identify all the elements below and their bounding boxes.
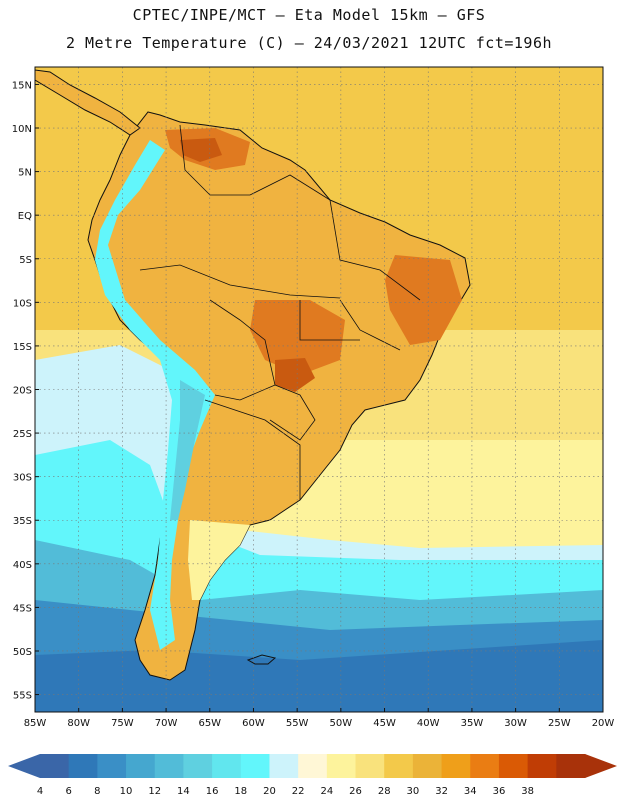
legend-value-label: 26 [349, 786, 362, 797]
legend-color-box [355, 754, 385, 778]
legend-value-label: 34 [464, 786, 477, 797]
legend-value-label: 12 [148, 786, 161, 797]
lat-label: 55S [13, 691, 32, 702]
lon-label: 25W [548, 718, 571, 729]
lat-label: 10N [12, 124, 32, 135]
lat-label: 40S [13, 560, 32, 571]
legend-value-label: 36 [493, 786, 506, 797]
legend-value-label: 10 [120, 786, 133, 797]
legend-color-box [183, 754, 213, 778]
lat-label: 30S [13, 473, 32, 484]
border-lines-bolivia [209, 299, 276, 401]
legend-color-box [498, 754, 529, 778]
legend-value-label: 4 [37, 786, 43, 797]
legend-value-label: 30 [407, 786, 420, 797]
very-hot-core [275, 358, 315, 392]
legend-value-label: 14 [177, 786, 190, 797]
andes-high-band [170, 380, 205, 520]
map-field [35, 67, 603, 712]
lat-label: 15S [13, 342, 32, 353]
lon-label: 45W [373, 718, 396, 729]
legend-value-label: 16 [206, 786, 219, 797]
lon-label: 50W [330, 718, 353, 729]
lat-label: EQ [18, 211, 32, 222]
falkland-islands [246, 654, 277, 665]
legend-color-box [97, 754, 127, 778]
legend-color-box [212, 754, 242, 778]
legend-value-label: 6 [65, 786, 71, 797]
legend-color-box [412, 754, 443, 778]
border-lines-argentina [204, 399, 301, 500]
border-lines-brazil-states [299, 199, 421, 351]
lon-label: 85W [24, 718, 47, 729]
legend-color-box [154, 754, 184, 778]
lat-label: 25S [13, 429, 32, 440]
legend-value-label: 32 [435, 786, 448, 797]
lat-label: 35S [13, 516, 32, 527]
lat-label: 45S [13, 603, 32, 614]
legend-color-box [269, 754, 299, 778]
legend-value-label: 18 [234, 786, 247, 797]
legend-color-box [240, 754, 270, 778]
lon-label: 70W [155, 718, 178, 729]
legend-value-label: 38 [521, 786, 534, 797]
lat-label: 50S [13, 647, 32, 658]
border-lines-north [179, 124, 331, 201]
very-hot-venezuela [180, 138, 222, 162]
color-legend: 4 6 8 10 12 14 16 18 20 22 24 26 28 30 32 34 36 38 [8, 754, 617, 797]
hot-region-central [250, 300, 345, 375]
legend-color-box [126, 754, 156, 778]
legend-value-label: 20 [263, 786, 276, 797]
legend-color-box [556, 754, 586, 778]
lon-label: 35W [461, 718, 484, 729]
border-lines-paraguay [269, 384, 316, 441]
legend-high-arrow [585, 754, 617, 778]
lon-label: 40W [417, 718, 440, 729]
legend-color-box [470, 754, 500, 778]
lon-label: 55W [286, 718, 309, 729]
border-lines-amazon [139, 264, 341, 299]
legend-low-arrow [8, 754, 40, 778]
lat-lon-grid [34, 67, 604, 712]
lon-label: 20W [592, 718, 615, 729]
longitude-labels: 85W 80W 75W 70W 65W 60W 55W 50W 45W 40W 35W 30W 25W 2… [24, 708, 615, 729]
title-line-1: CPTEC/INPE/MCT – Eta Model 15km – GFS [132, 6, 486, 24]
lon-label: 60W [242, 718, 265, 729]
country-borders [139, 124, 421, 500]
legend-color-box [40, 754, 70, 778]
legend-value-label: 22 [292, 786, 305, 797]
legend-color-box [298, 754, 328, 778]
legend-color-box [441, 754, 471, 778]
legend-color-box [68, 754, 98, 778]
legend-value-label: 24 [320, 786, 333, 797]
latitude-labels: 15N 10N 5N EQ 5S 10S 15S 20S 25S 30S 35S 40S 45S 50S 5… [12, 80, 39, 702]
legend-value-label: 28 [378, 786, 391, 797]
legend-color-box [384, 754, 414, 778]
lon-label: 30W [504, 718, 527, 729]
lon-label: 65W [198, 718, 221, 729]
lat-label: 5N [18, 168, 32, 179]
lat-label: 20S [13, 386, 32, 397]
lon-label: 75W [111, 718, 134, 729]
patagonia-mild [188, 520, 250, 600]
central-america-land [35, 69, 141, 136]
legend-color-box [326, 754, 357, 778]
title-line-2: 2 Metre Temperature (C) – 24/03/2021 12U… [65, 34, 553, 52]
legend-value-label: 8 [94, 786, 100, 797]
lat-label: 15N [12, 80, 32, 91]
legend-color-box [527, 754, 557, 778]
hot-region-northeast [385, 255, 462, 345]
lat-label: 10S [13, 298, 32, 309]
lat-label: 5S [19, 255, 32, 266]
lon-label: 80W [67, 718, 90, 729]
